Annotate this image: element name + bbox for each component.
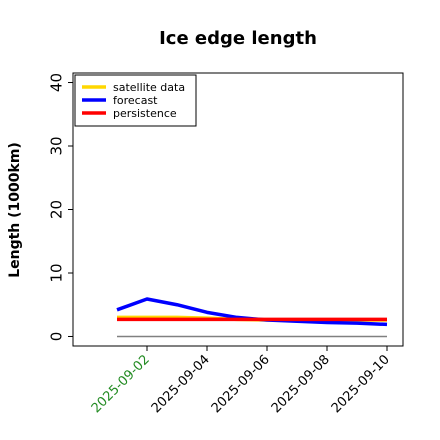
legend-label-satellite-data: satellite data (113, 81, 185, 94)
y-tick-label-30: 30 (48, 136, 66, 155)
x-tick-label-2025-09-04: 2025-09-04 (149, 352, 213, 416)
y-axis-label: Length (1000km) (7, 142, 23, 278)
y-tick-label-0: 0 (48, 332, 66, 342)
x-tick-label-2025-09-08: 2025-09-08 (269, 352, 333, 416)
legend-label-forecast: forecast (113, 94, 158, 107)
x-tick-label-2025-09-10: 2025-09-10 (329, 352, 393, 416)
x-tick-label-2025-09-02: 2025-09-02 (89, 352, 153, 416)
y-tick-label-20: 20 (48, 200, 66, 219)
y-tick-label-40: 40 (48, 73, 66, 92)
legend-label-persistence: persistence (113, 107, 177, 120)
x-tick-label-2025-09-06: 2025-09-06 (209, 352, 273, 416)
chart-title: Ice edge length (159, 28, 317, 49)
y-tick-label-10: 10 (48, 263, 66, 282)
